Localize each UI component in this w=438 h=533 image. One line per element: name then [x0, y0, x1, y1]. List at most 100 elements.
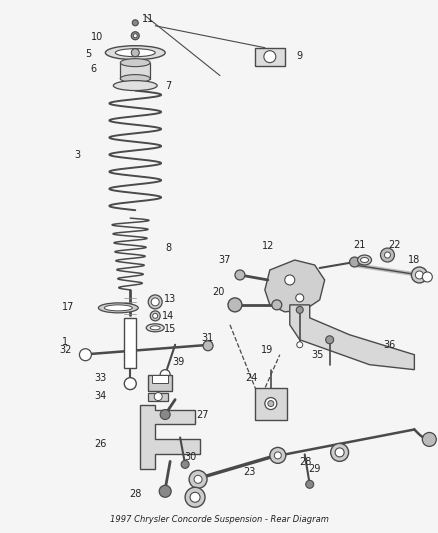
Circle shape	[265, 398, 277, 409]
Text: 12: 12	[261, 241, 274, 251]
Circle shape	[422, 432, 436, 447]
Text: 11: 11	[142, 14, 154, 24]
Polygon shape	[290, 305, 414, 370]
Text: 30: 30	[184, 453, 196, 463]
Circle shape	[335, 448, 344, 457]
Text: 13: 13	[164, 294, 176, 304]
Text: 23: 23	[244, 467, 256, 478]
Circle shape	[190, 492, 200, 502]
Ellipse shape	[360, 257, 368, 263]
Circle shape	[331, 443, 349, 462]
Text: 32: 32	[59, 345, 72, 355]
Circle shape	[296, 306, 303, 313]
Polygon shape	[140, 405, 200, 470]
Circle shape	[297, 342, 303, 348]
Ellipse shape	[115, 49, 155, 56]
Circle shape	[131, 49, 139, 56]
Bar	[148, 393, 168, 401]
Circle shape	[132, 20, 138, 26]
Ellipse shape	[99, 303, 138, 313]
Circle shape	[264, 51, 276, 63]
Circle shape	[124, 378, 136, 390]
Ellipse shape	[113, 80, 157, 91]
Text: 7: 7	[165, 80, 171, 91]
Text: 14: 14	[162, 311, 174, 321]
Ellipse shape	[150, 326, 160, 330]
Circle shape	[133, 34, 137, 38]
Text: 37: 37	[219, 255, 231, 265]
Circle shape	[153, 313, 158, 318]
Circle shape	[151, 298, 159, 306]
Text: 8: 8	[165, 243, 171, 253]
Ellipse shape	[146, 324, 164, 332]
Circle shape	[150, 311, 160, 321]
Circle shape	[159, 486, 171, 497]
Text: 31: 31	[201, 333, 213, 343]
Text: 35: 35	[311, 350, 324, 360]
Circle shape	[131, 32, 139, 40]
Circle shape	[422, 272, 432, 282]
Circle shape	[148, 295, 162, 309]
Bar	[148, 375, 172, 391]
Circle shape	[381, 248, 395, 262]
Text: 34: 34	[94, 391, 106, 401]
Text: 10: 10	[91, 32, 103, 42]
Text: 39: 39	[172, 357, 184, 367]
Ellipse shape	[120, 59, 150, 67]
Text: 5: 5	[85, 49, 92, 59]
Text: 6: 6	[90, 63, 96, 74]
Circle shape	[235, 270, 245, 280]
Circle shape	[296, 294, 304, 302]
Polygon shape	[265, 260, 325, 312]
Circle shape	[79, 349, 92, 361]
Circle shape	[160, 370, 170, 379]
Text: 17: 17	[62, 302, 74, 312]
Text: 18: 18	[408, 255, 420, 265]
Ellipse shape	[104, 305, 132, 311]
Text: 28: 28	[129, 489, 141, 499]
Text: 9: 9	[297, 51, 303, 61]
Circle shape	[285, 275, 295, 285]
Circle shape	[274, 452, 281, 459]
Circle shape	[350, 257, 360, 267]
Circle shape	[272, 300, 282, 310]
Text: 15: 15	[164, 324, 177, 334]
Bar	[255, 387, 287, 419]
Text: 1: 1	[63, 337, 69, 347]
Circle shape	[270, 447, 286, 463]
Circle shape	[411, 267, 427, 283]
Circle shape	[194, 475, 202, 483]
Text: 3: 3	[74, 150, 81, 160]
Circle shape	[154, 393, 162, 401]
Bar	[124, 318, 136, 368]
Text: 20: 20	[212, 287, 224, 297]
Circle shape	[385, 252, 390, 258]
Text: 29: 29	[308, 464, 321, 474]
Circle shape	[160, 409, 170, 419]
Ellipse shape	[106, 46, 165, 60]
Circle shape	[185, 487, 205, 507]
Text: 26: 26	[94, 439, 106, 449]
Text: 22: 22	[388, 240, 401, 250]
Bar	[255, 47, 285, 66]
Circle shape	[189, 470, 207, 488]
Circle shape	[181, 461, 189, 469]
Text: 19: 19	[261, 345, 273, 355]
Circle shape	[203, 341, 213, 351]
Text: 36: 36	[383, 340, 396, 350]
Text: 33: 33	[94, 373, 106, 383]
Ellipse shape	[357, 255, 371, 265]
Circle shape	[326, 336, 334, 344]
Text: 28: 28	[300, 457, 312, 467]
Circle shape	[415, 271, 424, 279]
Bar	[152, 375, 168, 383]
Bar	[120, 63, 150, 78]
Text: 27: 27	[196, 409, 208, 419]
Circle shape	[306, 480, 314, 488]
Text: 24: 24	[246, 373, 258, 383]
Circle shape	[228, 298, 242, 312]
Text: 1997 Chrysler Concorde Suspension - Rear Diagram: 1997 Chrysler Concorde Suspension - Rear…	[110, 515, 328, 524]
Ellipse shape	[120, 75, 150, 83]
Circle shape	[268, 401, 274, 407]
Text: 21: 21	[353, 240, 366, 250]
